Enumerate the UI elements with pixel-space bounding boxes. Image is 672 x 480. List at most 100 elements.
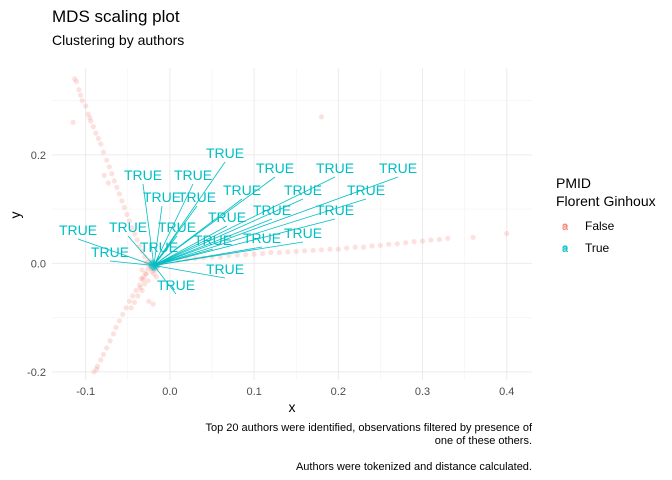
point-false-91 [268,249,274,256]
point-false-97 [318,247,325,253]
point-label-17: TRUE [284,225,322,241]
point-false-10 [70,119,76,125]
point-false-50 [94,363,101,369]
legend-label-false: False [585,219,615,233]
point-false-67 [147,258,154,264]
point-false-61 [146,298,152,304]
label-leader-18 [153,246,263,266]
legend-key-true-glyph: a [562,243,569,255]
label-leader-21 [109,260,154,266]
point-false-96 [310,247,316,253]
point-false-88 [243,252,249,258]
x-tick-label-1: 0.0 [162,386,177,398]
legend-label-true: True [585,241,610,255]
point-label-6: TRUE [223,182,261,198]
x-tick-label-0: -0.1 [76,386,95,398]
label-leader-10 [153,205,198,266]
label-leader-23 [153,265,177,295]
label-leader-15 [127,235,155,266]
point-false-56 [128,305,134,311]
point-false-45 [110,331,117,337]
point-false-16 [106,164,112,170]
point-false-8 [88,118,94,124]
point-false-60 [150,301,156,307]
point-false-27 [134,237,140,243]
point-false-98 [327,246,333,252]
label-leader-12 [153,218,336,266]
label-leader-5 [153,183,194,266]
point-false-113 [470,234,476,240]
point-false-20 [116,191,122,197]
point-false-53 [139,287,145,294]
point-label-9: TRUE [143,189,181,205]
y-tick-label-1: 0.0 [31,258,46,270]
point-false-89 [251,251,257,257]
caption-line-2: one of these others. [435,435,532,447]
y-tick-label-2: 0.2 [31,150,46,162]
point-false-11 [93,130,99,136]
point-false-48 [100,351,106,358]
caption-line-1: Top 20 authors were identified, observat… [205,422,532,434]
legend-key-false-glyph: a [562,221,569,233]
point-false-103 [369,243,375,249]
point-false-7 [87,115,93,121]
point-label-16: TRUE [59,222,97,238]
label-leader-8 [153,198,367,266]
point-false-17 [109,171,115,177]
point-false-5 [83,103,89,109]
point-false-6 [85,111,91,117]
point-false-35 [143,271,149,277]
point-false-92 [276,249,282,256]
point-false-3 [78,92,84,98]
point-false-95 [302,248,308,254]
point-false-42 [120,311,126,317]
point-label-2: TRUE [316,160,354,176]
legend-key-false-point [562,223,568,229]
point-false-21 [119,198,125,204]
point-false-111 [436,236,442,243]
chart-title: MDS scaling plot [52,7,180,26]
point-false-87 [234,252,240,258]
point-false-62 [145,266,151,272]
legend: PMID Florent Ginhoux a False a True [556,175,656,255]
label-leader-19 [153,248,214,266]
point-false-52 [94,366,100,372]
label-leader-lines [77,161,399,295]
point-false-73 [142,270,149,276]
point-false-112 [445,235,451,241]
point-false-4 [79,98,85,104]
caption-line-4: Authors were tokenized and distance calc… [296,461,532,473]
point-false-23 [124,211,130,218]
point-false-86 [226,253,232,259]
point-false-39 [130,293,136,299]
axis-ticks: -0.1 0.0 0.1 0.2 0.3 0.4 -0.2 0.0 0.2 [27,150,514,398]
point-label-14: TRUE [158,219,196,235]
point-false-51 [91,369,97,375]
point-false-65 [151,271,157,277]
point-false-33 [101,172,107,178]
legend-key-true-point [562,245,568,251]
point-false-46 [107,338,113,344]
point-label-0: TRUE [206,145,244,161]
point-false-90 [259,251,266,257]
point-false-57 [137,285,143,291]
point-false-94 [293,248,299,254]
x-axis-title: x [289,399,296,415]
point-false-47 [104,345,110,351]
point-false-54 [135,293,141,299]
label-leader-3 [153,176,399,266]
point-false-9 [90,124,96,130]
point-false-76 [139,267,145,273]
point-false-1 [73,79,79,85]
point-labels: TRUE TRUE TRUE TRUE TRUE TRUE TRUE TRUE TRUE TRUE… [59,145,417,293]
point-false-75 [153,274,159,280]
point-false-34 [148,266,154,272]
point-label-4: TRUE [124,167,162,183]
point-label-7: TRUE [284,182,322,198]
label-leader-9 [153,205,163,266]
point-false-108 [411,239,417,245]
point-false-55 [131,299,138,305]
point-false-41 [123,305,129,311]
point-label-20: TRUE [140,239,178,255]
label-leader-2 [153,176,336,266]
